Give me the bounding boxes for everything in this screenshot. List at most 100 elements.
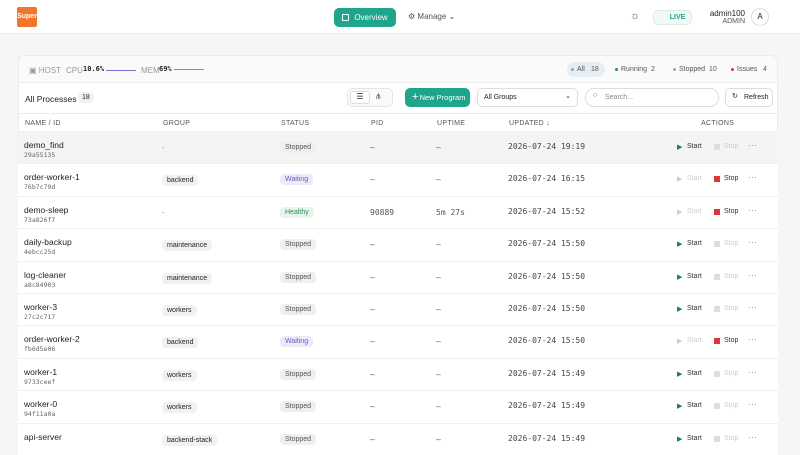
status-badge: Stopped: [280, 433, 317, 445]
table-row[interactable]: demo_find 29a55135 - Stopped – – 2026-07-24 19…: [18, 131, 778, 164]
filter-chip[interactable]: Running 2: [611, 62, 663, 77]
nav-manage[interactable]: ⚙ Manage ⌄: [408, 12, 456, 21]
button-label: Start: [687, 207, 702, 215]
button-label: Start: [687, 402, 702, 410]
cpu-bar: [106, 70, 136, 71]
tree-view[interactable]: ⋔: [375, 92, 382, 101]
icon: +: [412, 91, 419, 103]
process-id: 29a55135: [24, 151, 56, 159]
nav-overview[interactable]: Overview: [334, 8, 396, 27]
more-menu[interactable]: ···: [748, 237, 757, 248]
table-row[interactable]: worker-0 94f11a0a workers Stopped – – 2026-07-…: [18, 390, 778, 423]
more-menu[interactable]: ···: [748, 140, 757, 150]
icon: ▶: [677, 241, 683, 249]
pid: –: [370, 402, 375, 412]
icon: [714, 273, 720, 280]
new-program-button[interactable]: New Program +: [405, 88, 470, 107]
view-toggle: ☰ ⋔: [347, 88, 393, 107]
button-label: Start: [687, 240, 702, 248]
button-label: New Program: [419, 93, 466, 102]
status-dot: [571, 68, 574, 71]
process-name: demo-sleep: [24, 204, 69, 215]
process-name: api-server: [24, 431, 62, 442]
updated: 2026-07-24 15:50: [508, 271, 586, 281]
button-label: Stop: [724, 207, 739, 215]
filter-label: Running: [621, 66, 648, 73]
icon: ↻: [732, 93, 738, 100]
button-label: Start: [687, 143, 702, 150]
process-id: fb6d5e06: [24, 345, 56, 354]
icon: [714, 403, 720, 410]
logo[interactable]: Super: [17, 7, 37, 27]
status-dot: [731, 68, 734, 71]
uptime: –: [436, 337, 441, 347]
mem-bar: [174, 69, 204, 70]
table-row[interactable]: daily-backup 4ebcc25d maintenance Stopped – –…: [18, 228, 778, 261]
column-header[interactable]: UPDATED ↓: [509, 120, 551, 127]
column-header: UPTIME: [437, 120, 466, 127]
filter-count: 18: [591, 66, 599, 73]
updated: 2026-07-24 15:50: [508, 304, 586, 313]
button-label: Stop: [724, 175, 739, 183]
more-menu[interactable]: ···: [748, 172, 757, 183]
status-dot: [673, 68, 676, 71]
table-row[interactable]: order-worker-1 76b7c79d backend Waiting – – 20…: [18, 163, 778, 196]
group-tag: backend: [162, 175, 199, 187]
icon: ▶: [677, 144, 683, 151]
uptime: –: [436, 143, 441, 152]
icon: ▶: [677, 338, 683, 346]
pid: –: [370, 175, 375, 185]
icon: ▶: [677, 370, 683, 378]
table-row[interactable]: log-cleaner a8c84903 maintenance Stopped – – 2…: [18, 260, 778, 293]
uptime: –: [436, 402, 441, 412]
group-tag: workers: [162, 402, 197, 414]
group-tag: -: [162, 207, 165, 217]
group-tag: backend: [162, 337, 199, 349]
filter-count: 10: [709, 66, 717, 73]
button-label: Stop: [724, 272, 739, 280]
process-name: worker-1: [24, 366, 58, 377]
table-row[interactable]: api-server backend-stack Stopped – – 2026-07-…: [18, 422, 778, 455]
filter-chip[interactable]: Issues 4: [727, 62, 773, 77]
icon: [714, 306, 720, 312]
updated: 2026-07-24 15:49: [508, 368, 586, 378]
refresh-button[interactable]: Refresh ↻: [725, 88, 773, 107]
more-menu[interactable]: ···: [748, 334, 757, 345]
button-label: Start: [687, 337, 702, 345]
uptime: –: [436, 272, 441, 282]
process-id: a8c84903: [24, 280, 56, 289]
process-id: 76b7c79d: [24, 183, 56, 192]
filter-chip[interactable]: All 18: [567, 62, 605, 77]
icon: ▶: [677, 435, 683, 443]
list-title: All Processes: [25, 94, 77, 104]
more-menu[interactable]: ···: [748, 204, 757, 215]
more-menu[interactable]: ···: [748, 302, 757, 312]
filter-chip[interactable]: Stopped 10: [669, 62, 721, 77]
search-input[interactable]: Search... ○: [585, 88, 719, 107]
sort-icon: ↓: [544, 120, 551, 127]
icon: [714, 208, 720, 215]
more-menu[interactable]: ···: [748, 366, 757, 377]
icon: [342, 14, 349, 21]
more-menu[interactable]: ···: [748, 269, 757, 280]
icon: ▶: [677, 403, 683, 411]
table-row[interactable]: worker-3 27c2c717 workers Stopped – – 2026-07-…: [18, 293, 778, 326]
button-label: Start: [687, 434, 702, 442]
theme-toggle[interactable]: ☼: [630, 10, 641, 22]
process-name: order-worker-2: [24, 334, 80, 345]
more-menu[interactable]: ···: [748, 399, 757, 410]
icon: [714, 241, 720, 248]
table-row[interactable]: demo-sleep 73a826f7 - Healthy 90889 5m 27s 202…: [18, 195, 778, 229]
pid: –: [370, 337, 375, 347]
more-menu[interactable]: ···: [748, 431, 757, 442]
icon: [714, 176, 720, 183]
process-id: 94f11a0a: [24, 410, 56, 419]
table-row[interactable]: worker-1 9733ceef workers Stopped – – 2026-07-…: [18, 357, 778, 391]
list-view[interactable]: ☰: [350, 91, 370, 104]
process-id: 27c2c717: [24, 313, 56, 321]
avatar[interactable]: A: [751, 8, 769, 26]
updated: 2026-07-24 19:19: [508, 142, 586, 151]
group-select[interactable]: All Groups ⌄: [477, 88, 578, 107]
table-row[interactable]: order-worker-2 fb6d5e06 backend Waiting – – 20…: [18, 325, 778, 358]
status-badge: Waiting: [280, 174, 314, 186]
